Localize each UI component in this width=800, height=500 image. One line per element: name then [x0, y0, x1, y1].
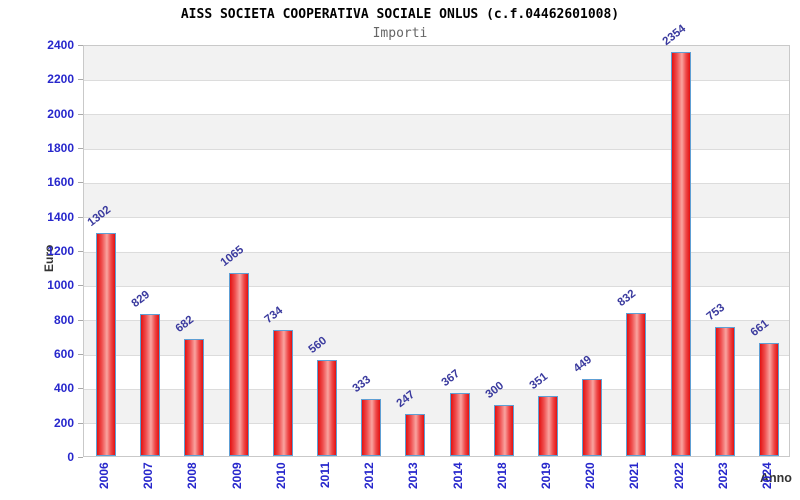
y-tick-mark — [78, 251, 83, 252]
x-tick-label: 2009 — [229, 462, 244, 489]
y-tick-mark — [78, 319, 83, 321]
chart-title: AISS SOCIETA COOPERATIVA SOCIALE ONLUS (… — [180, 7, 620, 22]
y-tick-mark — [78, 148, 83, 149]
plot-area — [83, 45, 790, 457]
x-tick-label: 2021 — [627, 462, 642, 489]
gridline — [84, 114, 789, 116]
gridline — [84, 354, 789, 356]
y-tick-label: 1400 — [47, 209, 74, 224]
bar — [449, 393, 470, 456]
gridline — [84, 148, 789, 150]
y-tick-label: 0 — [67, 450, 74, 464]
bar — [317, 359, 338, 456]
y-tick-label: 200 — [53, 415, 74, 430]
y-tick-mark — [78, 45, 83, 46]
bar — [361, 398, 382, 456]
y-tick-label: 2200 — [47, 72, 74, 87]
y-tick-mark — [78, 285, 83, 287]
x-tick-label: 2010 — [273, 462, 288, 489]
y-tick-label: 1200 — [47, 244, 74, 258]
gridline — [84, 182, 789, 184]
bar — [493, 404, 514, 456]
y-tick-mark — [78, 79, 83, 81]
bar — [582, 378, 603, 456]
y-tick-label: 2400 — [47, 38, 74, 52]
bar — [714, 326, 735, 456]
y-tick-mark — [78, 182, 83, 184]
bar — [670, 51, 691, 456]
bar — [96, 232, 117, 456]
x-tick-label: 2022 — [671, 462, 686, 489]
gridline — [84, 388, 789, 390]
x-tick-label: 2007 — [141, 462, 156, 489]
x-tick-label: 2011 — [318, 462, 333, 489]
gridline — [84, 251, 789, 253]
bar — [758, 342, 779, 456]
x-tick-label: 2020 — [583, 462, 598, 489]
gridline — [84, 285, 789, 287]
bar — [537, 395, 558, 456]
x-tick-label: 2018 — [494, 462, 509, 489]
y-tick-mark — [78, 216, 83, 218]
bar — [184, 338, 205, 456]
x-tick-label: 2024 — [759, 462, 774, 489]
x-axis-title: Anno — [760, 471, 792, 485]
x-tick-label: 2012 — [362, 462, 377, 489]
y-tick-mark — [78, 457, 83, 458]
y-tick-mark — [78, 388, 83, 390]
y-tick-mark — [78, 422, 83, 424]
y-tick-mark — [78, 113, 83, 115]
gridline — [84, 423, 789, 425]
y-tick-label: 1800 — [47, 141, 74, 155]
bar — [272, 330, 293, 456]
y-tick-label: 1000 — [47, 278, 74, 293]
gridline — [84, 79, 789, 81]
y-tick-label: 600 — [53, 347, 74, 361]
y-tick-label: 2000 — [47, 106, 74, 121]
x-tick-label: 2006 — [97, 462, 112, 489]
x-tick-label: 2023 — [715, 462, 730, 489]
x-tick-label: 2008 — [185, 462, 200, 489]
bar — [626, 313, 647, 456]
gridline — [84, 320, 789, 322]
bar — [140, 313, 161, 456]
bar — [405, 413, 426, 456]
x-tick-label: 2019 — [538, 462, 553, 489]
x-tick-label: 2014 — [450, 462, 465, 489]
gridline — [84, 217, 789, 219]
y-tick-label: 400 — [53, 381, 74, 396]
chart-subtitle: Importi — [372, 26, 428, 41]
x-tick-label: 2013 — [406, 462, 421, 489]
y-tick-label: 800 — [53, 312, 74, 327]
bar — [228, 273, 249, 456]
y-tick-mark — [78, 354, 83, 355]
y-tick-label: 1600 — [47, 175, 74, 190]
